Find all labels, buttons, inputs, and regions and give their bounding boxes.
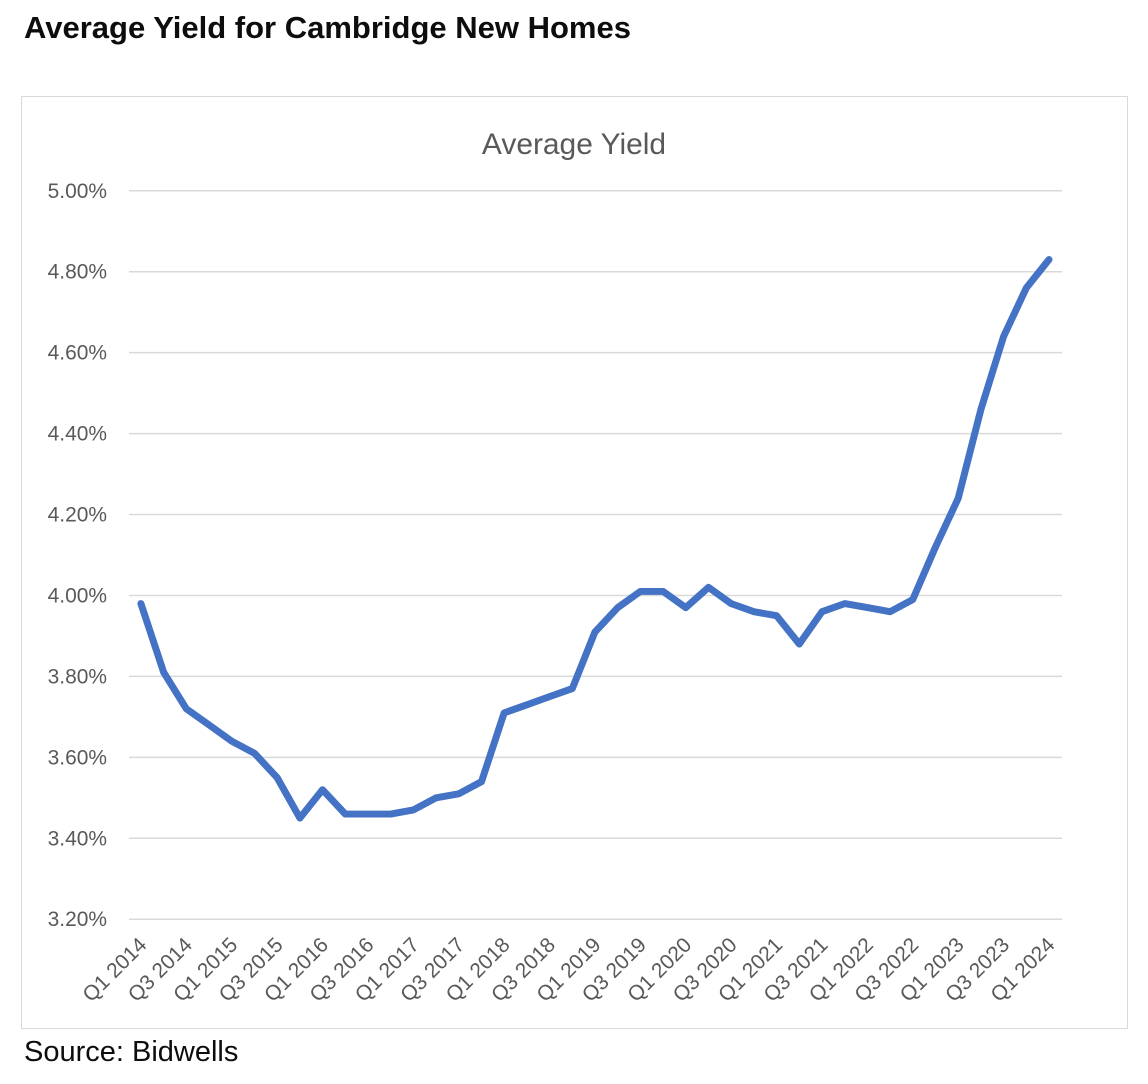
yield-line-series (137, 256, 1053, 822)
y-tick-label: 3.80% (48, 665, 107, 688)
chart-panel: Average Yield 5.00% 4.80% 4.60% 4.40% 4.20% 4… (21, 96, 1128, 1029)
y-tick-label: 4.80% (48, 261, 107, 284)
yield-line-chart: Average Yield 5.00% 4.80% 4.60% 4.40% 4.20% 4… (48, 128, 1062, 1007)
y-tick-label: 3.60% (48, 746, 107, 769)
y-tick-label: 3.20% (48, 908, 107, 931)
y-axis-labels: 5.00% 4.80% 4.60% 4.40% 4.20% 4.00% 3.80% 3.60%… (48, 180, 107, 931)
page-title: Average Yield for Cambridge New Homes (24, 10, 631, 45)
gridlines (128, 190, 1062, 920)
y-tick-label: 4.20% (48, 504, 107, 527)
y-tick-label: 3.40% (48, 827, 107, 850)
chart-title: Average Yield (482, 128, 666, 161)
y-tick-label: 4.60% (48, 342, 107, 365)
y-tick-label: 5.00% (48, 180, 107, 203)
y-tick-label: 4.40% (48, 423, 107, 446)
y-tick-label: 4.00% (48, 584, 107, 607)
source-note: Source: Bidwells (24, 1036, 239, 1068)
